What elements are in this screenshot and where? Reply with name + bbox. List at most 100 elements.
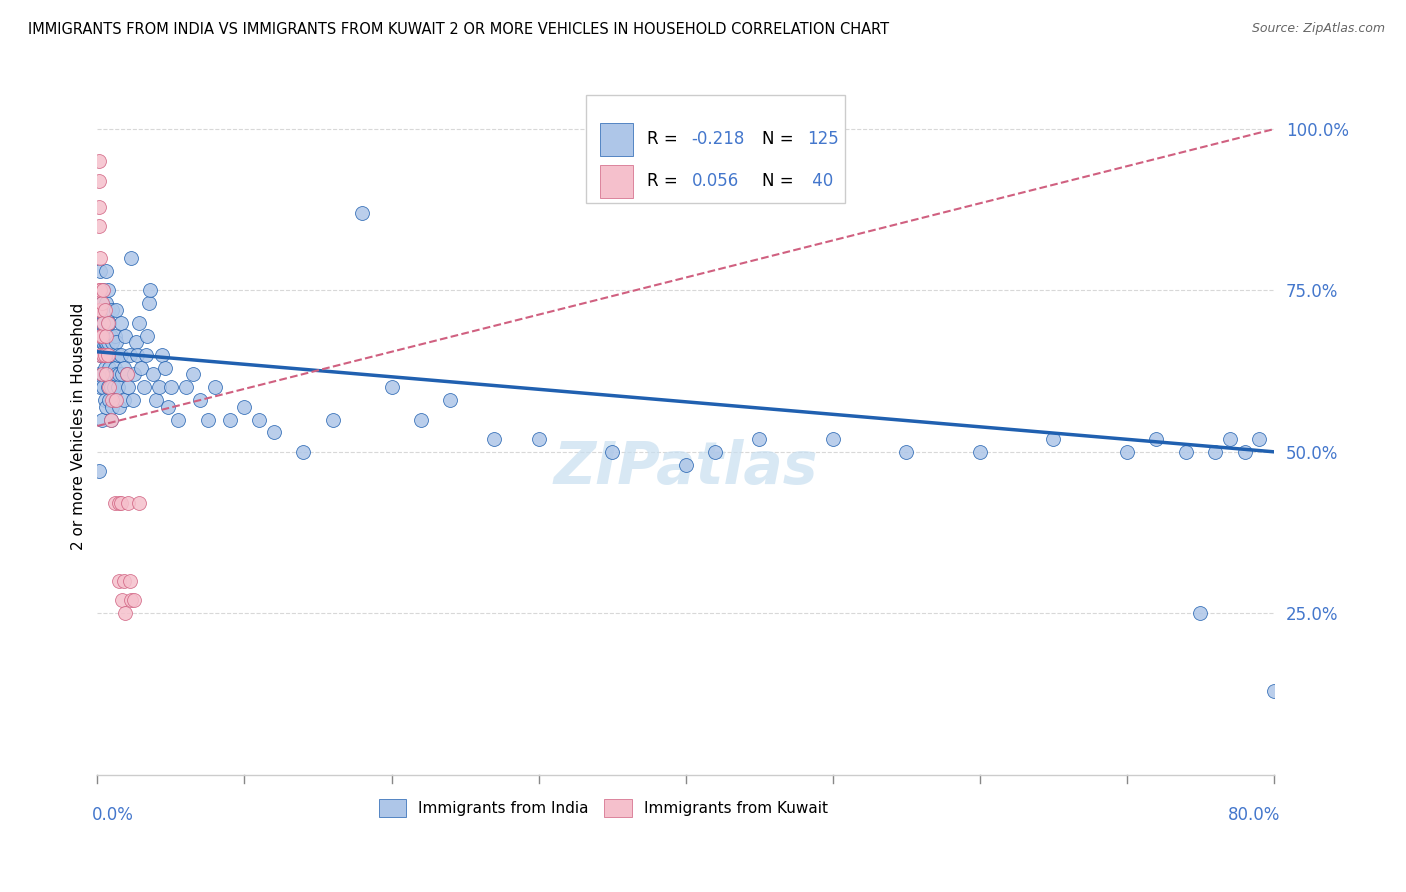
Point bbox=[105, 368, 128, 382]
Point bbox=[100, 328, 122, 343]
Point bbox=[91, 316, 114, 330]
Point bbox=[89, 251, 111, 265]
Point bbox=[112, 393, 135, 408]
Point bbox=[138, 296, 160, 310]
Point bbox=[100, 348, 122, 362]
Text: N =: N = bbox=[762, 130, 799, 148]
Point bbox=[98, 393, 121, 408]
Point bbox=[409, 412, 432, 426]
Point bbox=[484, 432, 506, 446]
Point bbox=[91, 302, 114, 317]
Point bbox=[174, 380, 197, 394]
Point bbox=[90, 348, 112, 362]
Text: IMMIGRANTS FROM INDIA VS IMMIGRANTS FROM KUWAIT 2 OR MORE VEHICLES IN HOUSEHOLD : IMMIGRANTS FROM INDIA VS IMMIGRANTS FROM… bbox=[28, 22, 889, 37]
Point bbox=[1233, 445, 1256, 459]
Text: 0.0%: 0.0% bbox=[91, 806, 134, 824]
Point bbox=[124, 335, 146, 350]
Point bbox=[91, 380, 114, 394]
Point bbox=[292, 445, 315, 459]
Point bbox=[87, 200, 110, 214]
Point bbox=[134, 380, 156, 394]
Point bbox=[93, 335, 115, 350]
Point bbox=[1144, 432, 1167, 446]
Point bbox=[91, 335, 114, 350]
Point bbox=[89, 302, 111, 317]
Point bbox=[122, 593, 145, 607]
Point bbox=[1116, 445, 1139, 459]
Point bbox=[93, 348, 115, 362]
Point bbox=[263, 425, 285, 440]
Point bbox=[87, 368, 110, 382]
Point bbox=[89, 316, 111, 330]
Point bbox=[150, 348, 173, 362]
Point bbox=[100, 380, 122, 394]
Point bbox=[90, 335, 112, 350]
Point bbox=[101, 400, 124, 414]
Point bbox=[90, 368, 112, 382]
Point bbox=[97, 348, 120, 362]
Point bbox=[91, 348, 114, 362]
Point bbox=[98, 316, 121, 330]
Point bbox=[108, 574, 131, 588]
Point bbox=[110, 316, 132, 330]
Point bbox=[1219, 432, 1241, 446]
Y-axis label: 2 or more Vehicles in Household: 2 or more Vehicles in Household bbox=[72, 302, 86, 549]
Point bbox=[93, 393, 115, 408]
Point bbox=[103, 348, 125, 362]
Text: 40: 40 bbox=[807, 172, 834, 190]
Point bbox=[90, 412, 112, 426]
Text: Source: ZipAtlas.com: Source: ZipAtlas.com bbox=[1251, 22, 1385, 36]
Point bbox=[156, 400, 179, 414]
Point bbox=[110, 348, 132, 362]
Point bbox=[93, 328, 115, 343]
Point bbox=[96, 264, 118, 278]
Point bbox=[96, 368, 118, 382]
Point bbox=[167, 412, 190, 426]
Point bbox=[89, 348, 111, 362]
Text: 80.0%: 80.0% bbox=[1227, 806, 1279, 824]
Point bbox=[135, 348, 157, 362]
Point bbox=[118, 574, 141, 588]
Point bbox=[89, 302, 111, 317]
FancyBboxPatch shape bbox=[586, 95, 845, 202]
Point bbox=[1263, 683, 1285, 698]
Point bbox=[100, 412, 122, 426]
Point bbox=[96, 368, 118, 382]
Point bbox=[97, 368, 120, 382]
Point bbox=[97, 316, 120, 330]
Point bbox=[118, 348, 141, 362]
Point bbox=[87, 174, 110, 188]
Point bbox=[188, 393, 211, 408]
Point bbox=[160, 380, 183, 394]
Point bbox=[105, 335, 128, 350]
FancyBboxPatch shape bbox=[600, 165, 633, 198]
Point bbox=[98, 380, 121, 394]
Point bbox=[97, 348, 120, 362]
Point bbox=[87, 219, 110, 233]
Point bbox=[439, 393, 461, 408]
Point bbox=[139, 284, 162, 298]
Point bbox=[96, 335, 118, 350]
Point bbox=[112, 360, 135, 375]
Point bbox=[969, 445, 991, 459]
Point bbox=[87, 328, 110, 343]
Point bbox=[104, 393, 127, 408]
Point bbox=[120, 593, 142, 607]
Point bbox=[91, 316, 114, 330]
Point bbox=[90, 316, 112, 330]
Point bbox=[111, 593, 134, 607]
Point bbox=[87, 154, 110, 169]
Point bbox=[145, 393, 167, 408]
Point bbox=[181, 368, 204, 382]
Point bbox=[1042, 432, 1064, 446]
Point bbox=[87, 284, 110, 298]
Point bbox=[704, 445, 727, 459]
Point bbox=[97, 302, 120, 317]
Point bbox=[1204, 445, 1226, 459]
Point bbox=[93, 368, 115, 382]
Point bbox=[821, 432, 844, 446]
Point bbox=[104, 328, 127, 343]
Text: 125: 125 bbox=[807, 130, 838, 148]
Point bbox=[380, 380, 402, 394]
Point bbox=[91, 284, 114, 298]
